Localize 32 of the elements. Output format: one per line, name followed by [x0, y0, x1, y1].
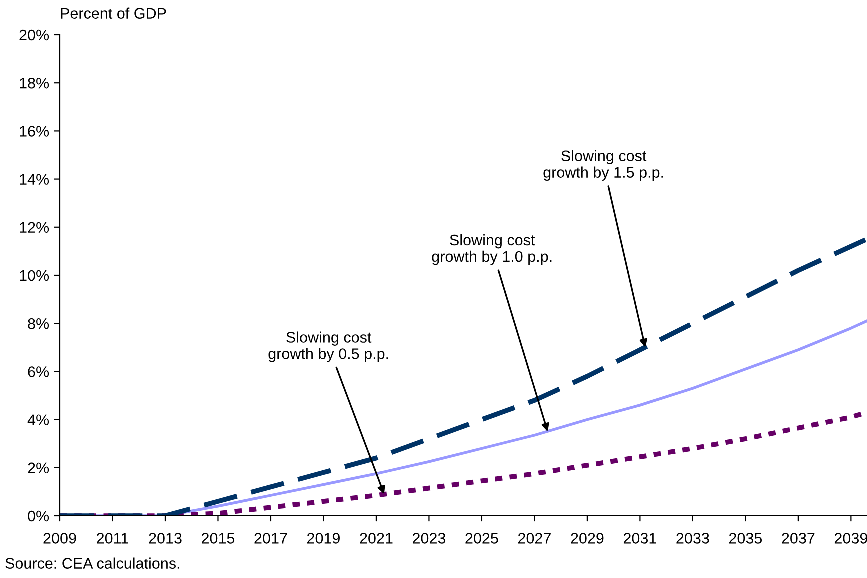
x-tick-label: 2013 — [149, 533, 182, 544]
x-tick-label: 2009 — [44, 533, 76, 544]
y-tick-label: 16% — [20, 126, 50, 137]
y-tick-label: 0% — [28, 510, 50, 522]
y-tick-label: 12% — [20, 222, 50, 234]
source-note: Source: CEA calculations. — [6, 558, 180, 569]
x-tick-label: 2027 — [518, 533, 551, 544]
x-tick-label: 2033 — [676, 533, 710, 544]
y-tick-label: 18% — [20, 78, 50, 89]
x-tick-label: 2029 — [571, 533, 604, 544]
y-tick-label: 20% — [20, 30, 50, 41]
y-tick-label: 14% — [20, 174, 50, 185]
y-tick-label: 2% — [28, 462, 50, 474]
x-tick-label: 2039 — [834, 533, 867, 544]
y-tick-label: 8% — [28, 318, 50, 330]
y-tick-label: 6% — [28, 366, 50, 378]
annotation: Slowing cost growth by 1.5 p.p. — [544, 150, 664, 181]
x-tick-label: 2019 — [308, 533, 340, 544]
y-tick-label: 4% — [28, 414, 50, 426]
x-tick-label: 2035 — [729, 533, 762, 544]
x-tick-label: 2021 — [360, 533, 393, 544]
y-tick-label: 10% — [20, 270, 50, 282]
annotation: Slowing cost growth by 0.5 p.p. — [268, 332, 388, 362]
x-tick-label: 2025 — [466, 533, 498, 544]
x-tick-label: 2023 — [412, 533, 446, 544]
x-tick-label: 2031 — [624, 533, 656, 544]
annotation: Slowing cost growth by 1.0 p.p. — [432, 234, 552, 266]
x-tick-label: 2011 — [97, 533, 128, 544]
x-tick-label: 2017 — [254, 533, 288, 544]
x-tick-label: 2037 — [782, 533, 815, 544]
x-tick-label: 2015 — [202, 533, 235, 544]
y-axis-title: Percent of GDP — [61, 8, 166, 19]
